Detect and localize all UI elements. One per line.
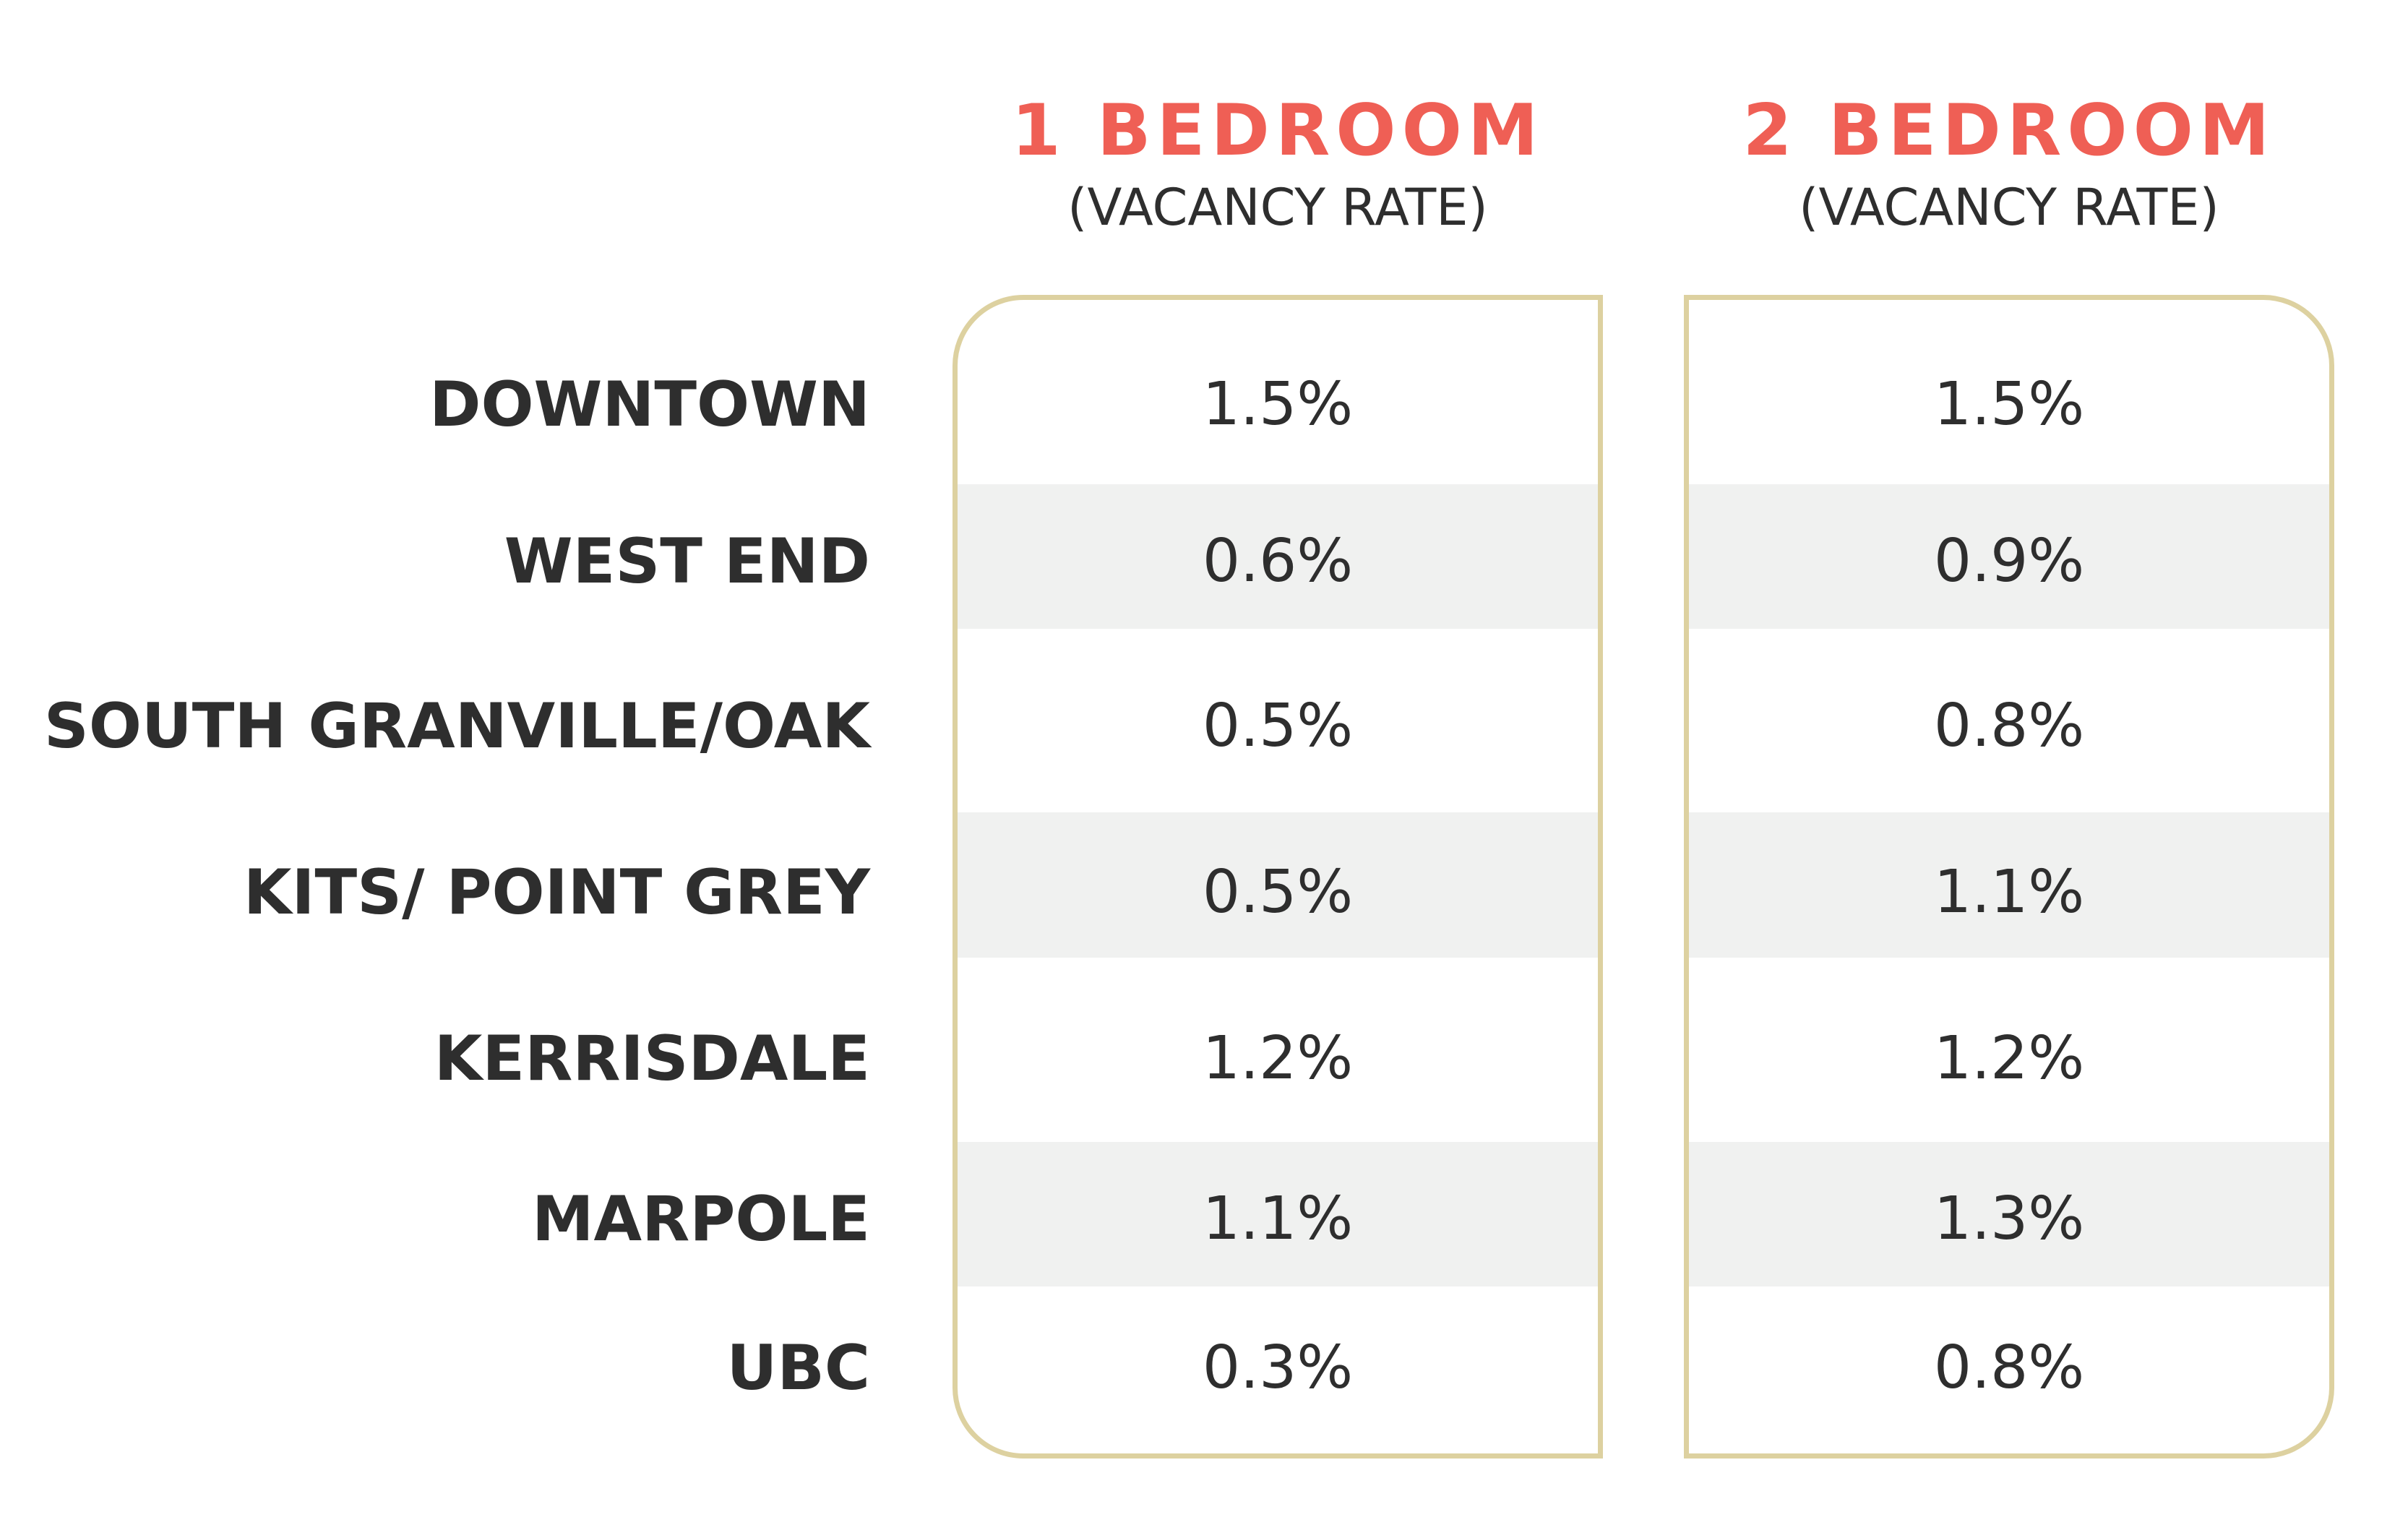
value-cell: 0.3% (1202, 1333, 1354, 1402)
row-label: DOWNTOWN (429, 369, 870, 441)
row-band (958, 484, 1598, 629)
row-label: SOUTH GRANVILLE/OAK (43, 690, 870, 762)
value-cell: 1.3% (1933, 1185, 2085, 1253)
row-band (1689, 812, 2329, 958)
value-cell: 1.2% (1933, 1024, 2085, 1093)
panel-1-bedroom: 1.5% 0.6% 0.5% 0.5% 1.2% 1.1% 0.3% (953, 295, 1603, 1459)
row-band (958, 812, 1598, 958)
column-subtitle-2-bedroom: (VACANCY RATE) (1799, 178, 2219, 237)
column-header-1-bedroom: 1 BEDROOM (VACANCY RATE) (953, 95, 1603, 233)
value-cell: 0.8% (1933, 692, 2085, 760)
panel-2-bedroom: 1.5% 0.9% 0.8% 1.1% 1.2% 1.3% 0.8% (1684, 295, 2334, 1459)
column-header-2-bedroom: 2 BEDROOM (VACANCY RATE) (1684, 95, 2334, 233)
value-cell: 0.5% (1202, 692, 1354, 760)
column-title-2-bedroom: 2 BEDROOM (1742, 90, 2276, 172)
value-cell: 1.5% (1202, 370, 1354, 439)
value-cell: 0.6% (1202, 527, 1354, 596)
value-cell: 0.8% (1933, 1333, 2085, 1402)
column-title-1-bedroom: 1 BEDROOM (1011, 90, 1544, 172)
value-cell: 0.5% (1202, 858, 1354, 927)
row-label: KITS/ POINT GREY (243, 856, 870, 929)
row-label: UBC (726, 1332, 871, 1404)
column-subtitle-1-bedroom: (VACANCY RATE) (1067, 178, 1488, 237)
value-cell: 1.1% (1202, 1185, 1354, 1253)
value-cell: 1.2% (1202, 1024, 1354, 1093)
row-band (958, 1142, 1598, 1286)
row-band (1689, 1142, 2329, 1286)
row-label: WEST END (504, 525, 870, 598)
value-cell: 0.9% (1933, 527, 2085, 596)
row-label: MARPOLE (531, 1183, 870, 1255)
row-label: KERRISDALE (434, 1023, 870, 1095)
value-cell: 1.5% (1933, 370, 2085, 439)
row-band (1689, 484, 2329, 629)
value-cell: 1.1% (1933, 858, 2085, 927)
